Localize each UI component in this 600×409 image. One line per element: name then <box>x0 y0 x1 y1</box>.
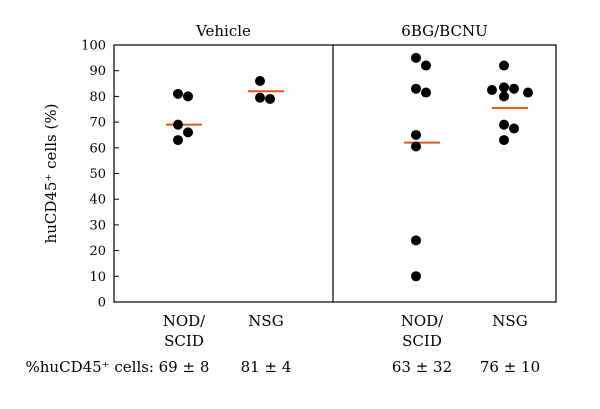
data-point <box>421 87 431 98</box>
data-point <box>255 92 265 103</box>
data-points <box>173 52 533 282</box>
summary-value: 76 ± 10 <box>480 358 540 376</box>
data-point <box>499 82 509 93</box>
summary-value: 81 ± 4 <box>241 358 292 376</box>
data-point <box>265 93 275 104</box>
data-point <box>183 91 193 102</box>
data-point <box>411 271 421 282</box>
y-tick-label: 30 <box>89 218 106 233</box>
y-tick-label: 10 <box>89 270 106 285</box>
y-tick-label: 0 <box>98 296 106 311</box>
y-axis: 0 10 20 30 40 50 60 70 80 90 100 <box>81 39 119 311</box>
data-point <box>523 87 533 98</box>
y-tick-label: 20 <box>89 244 106 259</box>
panel-title: Vehicle <box>195 22 251 40</box>
y-axis-label: huCD45⁺ cells (%) <box>42 104 60 244</box>
summary-value: 69 ± 8 <box>159 358 210 376</box>
data-point <box>411 129 421 140</box>
category-label: NOD/ <box>163 312 206 330</box>
data-point <box>509 83 519 94</box>
y-tick-label: 80 <box>89 90 106 105</box>
mean-lines <box>166 90 528 144</box>
data-point <box>411 83 421 94</box>
y-tick-label: 90 <box>89 64 106 79</box>
plot-border <box>113 44 557 303</box>
y-tick-label: 60 <box>89 141 106 156</box>
summary-label: %huCD45⁺ cells: <box>26 358 154 376</box>
category-label: NOD/ <box>401 312 444 330</box>
data-point <box>411 141 421 152</box>
data-point <box>421 60 431 71</box>
panel-title: 6BG/BCNU <box>401 22 487 40</box>
data-point <box>487 84 497 95</box>
data-point <box>183 127 193 138</box>
plot-frame <box>113 44 557 303</box>
y-tick-label: 100 <box>81 39 106 54</box>
data-point <box>499 135 509 146</box>
panel-titles: Vehicle 6BG/BCNU <box>195 22 488 40</box>
y-tick-label: 50 <box>89 167 106 182</box>
data-point <box>499 60 509 71</box>
summary-values: 69 ± 8 81 ± 4 63 ± 32 76 ± 10 <box>159 358 541 376</box>
data-point <box>509 123 519 134</box>
category-labels: NOD/SCID NSG NOD/SCID NSG <box>163 312 528 350</box>
data-point <box>173 135 183 146</box>
category-label: NSG <box>248 312 283 330</box>
data-point <box>173 119 183 130</box>
category-label-line2: SCID <box>402 332 442 350</box>
data-point <box>499 119 509 130</box>
data-point <box>173 88 183 99</box>
data-point <box>411 235 421 246</box>
y-tick-label: 70 <box>89 116 106 131</box>
category-label: NSG <box>492 312 527 330</box>
data-point <box>411 52 421 63</box>
y-tick-label: 40 <box>89 193 106 208</box>
data-point <box>255 75 265 86</box>
data-point <box>499 91 509 102</box>
summary-value: 63 ± 32 <box>392 358 452 376</box>
category-label-line2: SCID <box>164 332 204 350</box>
